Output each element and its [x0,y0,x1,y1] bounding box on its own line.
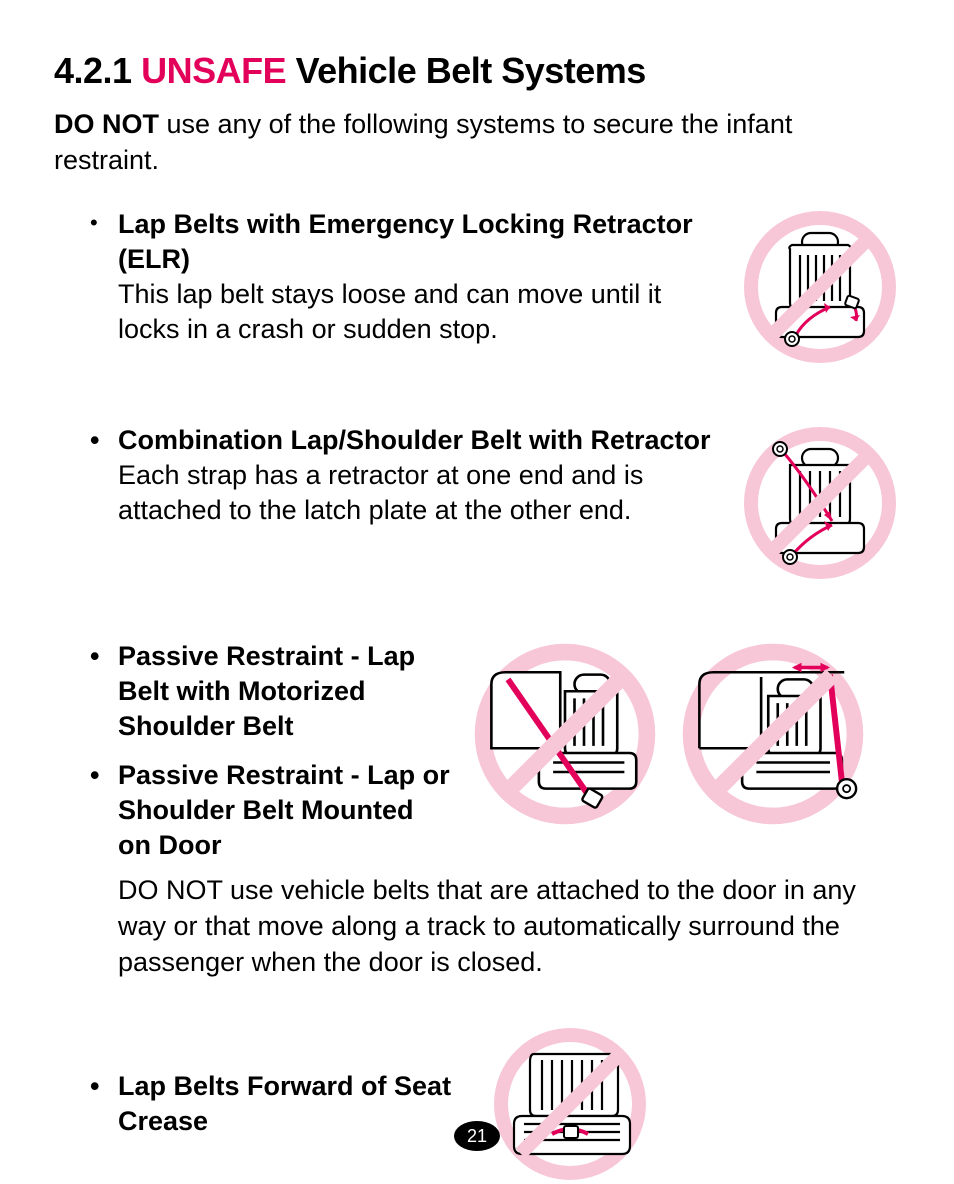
item-body: This lap belt stays loose and can move u… [118,277,720,347]
item-text: Lap Belts Forward of Seat Crease [90,1069,470,1139]
page-number-badge: 21 [454,1121,500,1151]
item-text: Combination Lap/Shoulder Belt with Retra… [90,423,720,528]
heading-rest: Vehicle Belt Systems [296,50,646,91]
prohibit-seat-motorized-icon [470,639,660,829]
prohibit-seat-door-mounted-icon [678,639,868,829]
item-title: Combination Lap/Shoulder Belt with Retra… [118,425,711,455]
intro-paragraph: DO NOT use any of the following systems … [54,106,900,179]
list-item: Passive Restraint - Lap Belt with Motori… [90,639,900,980]
prohibit-seat-elr-icon [740,207,900,367]
section-heading: 4.2.1 UNSAFE Vehicle Belt Systems [54,50,900,92]
heading-number: 4.2.1 [54,50,132,91]
list-item: Lap Belts with Emergency Locking Retract… [90,207,900,367]
prohibit-seat-combo-icon [740,423,900,583]
page-number: 21 [467,1126,487,1147]
item-title: Lap Belts with Emergency Locking Retract… [118,209,693,274]
item-title: Lap Belts Forward of Seat Crease [118,1071,451,1136]
heading-unsafe: UNSAFE [141,50,286,91]
item-text: Passive Restraint - Lap Belt with Motori… [90,639,450,864]
list-item: Lap Belts Forward of Seat Crease [90,1024,900,1184]
list-item: Combination Lap/Shoulder Belt with Retra… [90,423,900,583]
content-area: Lap Belts with Emergency Locking Retract… [54,207,900,1184]
item-text: Lap Belts with Emergency Locking Retract… [90,207,720,347]
intro-donot: DO NOT [54,109,159,139]
item-title: Passive Restraint - Lap Belt with Motori… [118,641,415,741]
intro-text: use any of the following systems to secu… [54,109,792,175]
item-body: DO NOT use vehicle belts that are attach… [90,873,900,980]
item-title: Passive Restraint - Lap or Shoulder Belt… [118,760,450,860]
item-body: Each strap has a retractor at one end an… [118,458,720,528]
prohibit-seat-forward-crease-icon [490,1024,650,1184]
